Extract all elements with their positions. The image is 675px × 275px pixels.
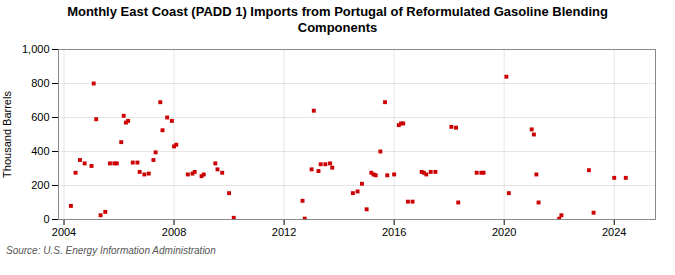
svg-text:2024: 2024 bbox=[602, 226, 626, 238]
svg-text:0: 0 bbox=[43, 213, 49, 225]
svg-text:2004: 2004 bbox=[52, 226, 76, 238]
html-text:Source: U.S. Energy Informatio: Source: U.S. Energy Information Administ… bbox=[6, 245, 216, 257]
svg-text:200: 200 bbox=[31, 179, 49, 191]
svg-text:2016: 2016 bbox=[382, 226, 406, 238]
svg-text:400: 400 bbox=[31, 145, 49, 157]
html-text:Monthly East Coast (PADD 1) Im: Monthly East Coast (PADD 1) Imports from… bbox=[67, 4, 608, 35]
svg-text:Thousand Barrels: Thousand Barrels bbox=[1, 91, 13, 178]
svg-text:600: 600 bbox=[31, 111, 49, 123]
svg-text:1,000: 1,000 bbox=[22, 43, 50, 55]
svg-text:2020: 2020 bbox=[492, 226, 516, 238]
svg-text:800: 800 bbox=[31, 77, 49, 89]
svg-text:2012: 2012 bbox=[272, 226, 296, 238]
svg-text:2008: 2008 bbox=[162, 226, 186, 238]
